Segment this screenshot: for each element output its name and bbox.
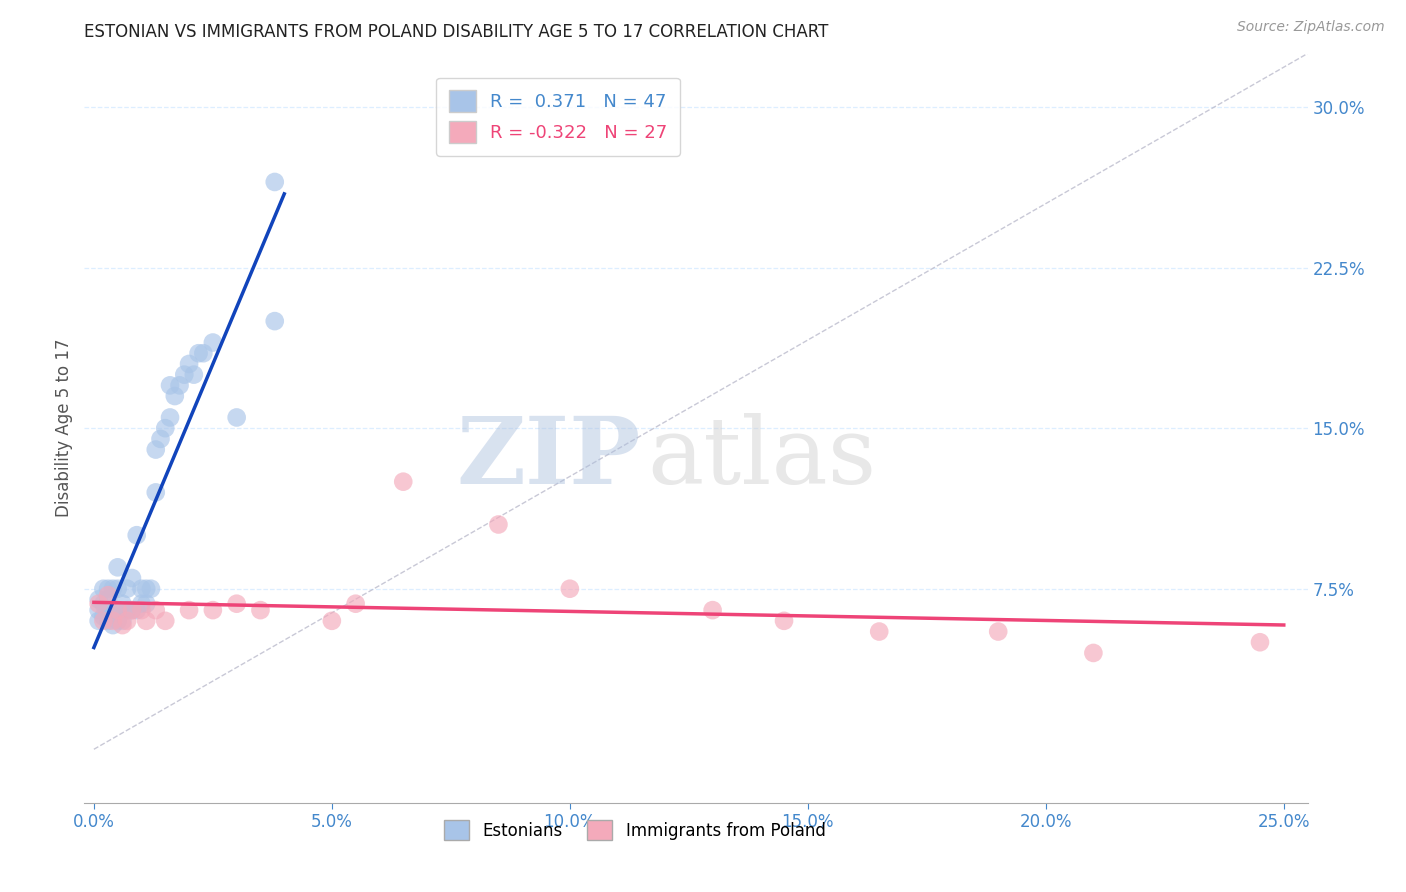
Point	[263, 175, 285, 189]
Point	[173, 368, 195, 382]
Point	[225, 597, 247, 611]
Point	[101, 582, 124, 596]
Point	[111, 597, 134, 611]
Point	[101, 618, 124, 632]
Point	[159, 378, 181, 392]
Text: ZIP: ZIP	[457, 413, 641, 503]
Point	[1083, 646, 1105, 660]
Point	[145, 603, 167, 617]
Point	[121, 603, 143, 617]
Point	[107, 560, 129, 574]
Point	[187, 346, 209, 360]
Point	[163, 389, 186, 403]
Point	[125, 528, 148, 542]
Point	[149, 432, 172, 446]
Point	[125, 603, 148, 617]
Point	[131, 597, 153, 611]
Point	[249, 603, 271, 617]
Point	[987, 624, 1010, 639]
Point	[93, 609, 115, 624]
Legend: Estonians, Immigrants from Poland: Estonians, Immigrants from Poland	[437, 814, 832, 847]
Point	[97, 588, 120, 602]
Point	[131, 603, 153, 617]
Point	[193, 346, 215, 360]
Y-axis label: Disability Age 5 to 17: Disability Age 5 to 17	[55, 339, 73, 517]
Point	[145, 442, 167, 457]
Point	[177, 603, 200, 617]
Point	[97, 592, 120, 607]
Point	[101, 607, 124, 622]
Point	[1249, 635, 1271, 649]
Point	[135, 614, 157, 628]
Point	[392, 475, 415, 489]
Point	[702, 603, 724, 617]
Point	[131, 582, 153, 596]
Point	[115, 603, 138, 617]
Point	[107, 603, 129, 617]
Point	[321, 614, 343, 628]
Point	[139, 582, 162, 596]
Point	[135, 582, 157, 596]
Point	[558, 582, 581, 596]
Point	[121, 603, 143, 617]
Point	[868, 624, 890, 639]
Point	[183, 368, 205, 382]
Point	[155, 421, 177, 435]
Point	[488, 517, 510, 532]
Point	[225, 410, 247, 425]
Point	[93, 614, 115, 628]
Point	[121, 571, 143, 585]
Point	[159, 410, 181, 425]
Point	[97, 603, 120, 617]
Point	[177, 357, 200, 371]
Point	[107, 603, 129, 617]
Point	[155, 614, 177, 628]
Point	[87, 592, 110, 607]
Point	[201, 603, 224, 617]
Point	[111, 618, 134, 632]
Point	[93, 582, 115, 596]
Point	[107, 614, 129, 628]
Text: atlas: atlas	[647, 413, 876, 503]
Point	[135, 597, 157, 611]
Point	[145, 485, 167, 500]
Point	[115, 582, 138, 596]
Point	[773, 614, 796, 628]
Point	[101, 614, 124, 628]
Point	[87, 614, 110, 628]
Point	[263, 314, 285, 328]
Point	[111, 614, 134, 628]
Point	[344, 597, 367, 611]
Point	[115, 614, 138, 628]
Text: ESTONIAN VS IMMIGRANTS FROM POLAND DISABILITY AGE 5 TO 17 CORRELATION CHART: ESTONIAN VS IMMIGRANTS FROM POLAND DISAB…	[84, 23, 828, 41]
Point	[97, 582, 120, 596]
Point	[169, 378, 191, 392]
Point	[97, 614, 120, 628]
Point	[87, 603, 110, 617]
Point	[201, 335, 224, 350]
Point	[87, 597, 110, 611]
Text: Source: ZipAtlas.com: Source: ZipAtlas.com	[1237, 20, 1385, 34]
Point	[107, 582, 129, 596]
Point	[93, 597, 115, 611]
